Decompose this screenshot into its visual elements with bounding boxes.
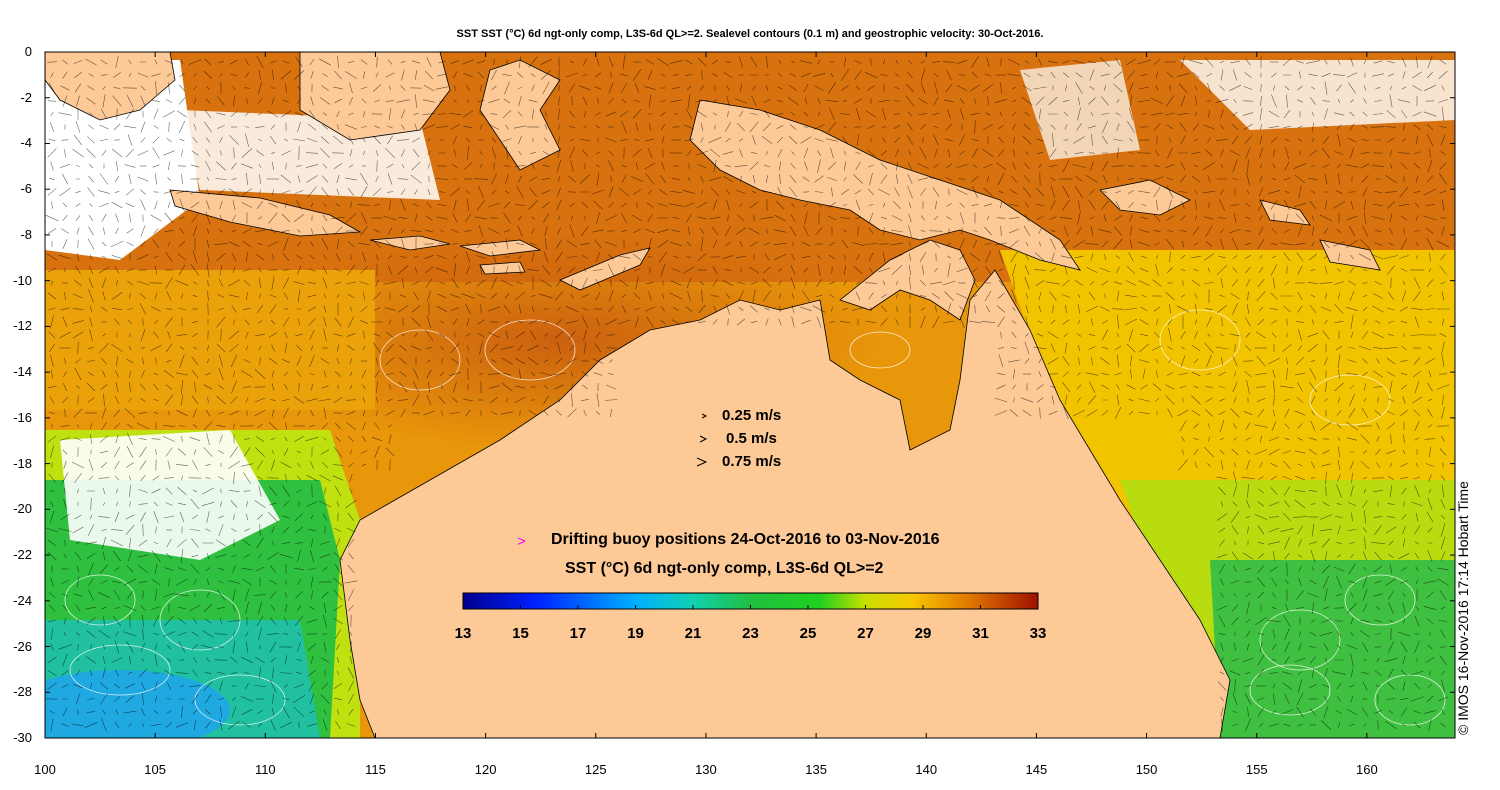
y-tick-label: -16: [13, 409, 32, 425]
velocity-legend-arrow-025: [701, 413, 708, 419]
map-canvas: [45, 52, 1455, 738]
sst-west-band: [45, 270, 375, 410]
land-solomons-2: [1319, 239, 1381, 271]
colorbar-tick-label: 23: [742, 625, 759, 642]
colorbar-tick-label: 25: [799, 625, 817, 642]
land-new-guinea: [689, 99, 1081, 271]
colorbar-ticks: [462, 605, 1039, 609]
y-tick-label: -26: [13, 638, 32, 654]
x-tick-label: 135: [805, 762, 827, 777]
sst-west-cool-spot: [45, 670, 230, 738]
land-timor: [559, 247, 651, 291]
x-tick-label: 150: [1135, 762, 1158, 777]
colorbar-tick-label: 31: [972, 625, 989, 642]
colorbar-tick-label: 17: [569, 625, 587, 642]
y-tick-label: -10: [13, 272, 32, 288]
x-tick-label: 145: [1025, 762, 1048, 777]
sst-east-yellow: [1000, 250, 1455, 520]
land-java: [169, 189, 362, 237]
cloud-patch-ne: [1180, 60, 1455, 130]
y-tick-label: -6: [20, 181, 32, 197]
y-tick-label: -30: [13, 730, 32, 745]
velocity-legend-label-025: 0.25 m/s: [722, 407, 782, 424]
x-tick-label: 155: [1245, 762, 1268, 777]
colorbar-tick-label: 21: [684, 625, 702, 642]
y-tick-label: -12: [13, 318, 32, 334]
colorbar-tick-label: 29: [914, 625, 932, 642]
colorbar-tick-label: 33: [1029, 625, 1047, 642]
map-title: SST SST (°C) 6d ngt-only comp, L3S-6d QL…: [456, 28, 1044, 40]
y-tick-label: -28: [13, 684, 32, 700]
y-tick-label: 0: [24, 44, 32, 59]
y-tick-label: -2: [20, 89, 32, 105]
x-tick-label: 105: [144, 762, 166, 777]
colorbar-tick-label: 15: [512, 625, 529, 642]
buoy-marker-icon: >: [517, 533, 526, 550]
buoy-legend-label: Drifting buoy positions 24-Oct-2016 to 0…: [551, 531, 940, 548]
x-tick-label: 160: [1356, 762, 1378, 777]
sst-east-green: [1210, 560, 1455, 738]
x-tick-label: 110: [254, 762, 276, 777]
cloud-patch-sw: [60, 430, 280, 560]
land-sunda-1: [369, 235, 451, 251]
colorbar-title: SST (°C) 6d ngt-only comp, L3S-6d QL>=2: [565, 560, 884, 577]
y-tick-label: -8: [20, 226, 32, 242]
x-tick-label: 100: [34, 762, 56, 777]
x-tick-label: 130: [695, 762, 717, 777]
land-solomons-1: [1259, 199, 1311, 226]
x-tick-label: 120: [474, 762, 497, 777]
y-tick-label: -4: [20, 135, 32, 151]
velocity-legend-arrows: [696, 413, 708, 467]
y-tick-label: -24: [13, 592, 32, 608]
map-frame: [44, 51, 1456, 739]
velocity-arrow-field: [45, 55, 1450, 732]
colorbar-tick-label: 27: [857, 625, 874, 642]
land: [45, 52, 1381, 738]
velocity-legend-arrow-050: [699, 435, 708, 443]
land-australia: [339, 269, 1231, 738]
x-tick-label: 115: [365, 762, 386, 777]
credit-text: © IMOS 16-Nov-2016 17:14 Hobart Time: [1455, 481, 1471, 735]
land-new-britain: [1099, 179, 1191, 216]
y-tick-label: -20: [13, 501, 32, 517]
velocity-legend-label-050: 0.5 m/s: [726, 430, 777, 447]
land-sumba: [479, 261, 526, 275]
y-tick-label: -22: [13, 547, 32, 563]
velocity-legend-label-075: 0.75 m/s: [722, 453, 782, 470]
velocity-arrows: [45, 55, 1450, 732]
velocity-legend-arrow-075: [696, 457, 708, 467]
y-tick-label: -18: [13, 455, 32, 471]
x-tick-label: 125: [584, 762, 607, 777]
colorbar-tick-label: 19: [627, 625, 644, 642]
axis-ticks: [44, 51, 1455, 739]
land-cape-york: [839, 239, 976, 321]
sealevel-contours: [64, 309, 1446, 726]
x-tick-label: 140: [915, 762, 938, 777]
y-tick-label: -14: [13, 364, 32, 380]
colorbar-tick-label: 13: [454, 625, 472, 642]
